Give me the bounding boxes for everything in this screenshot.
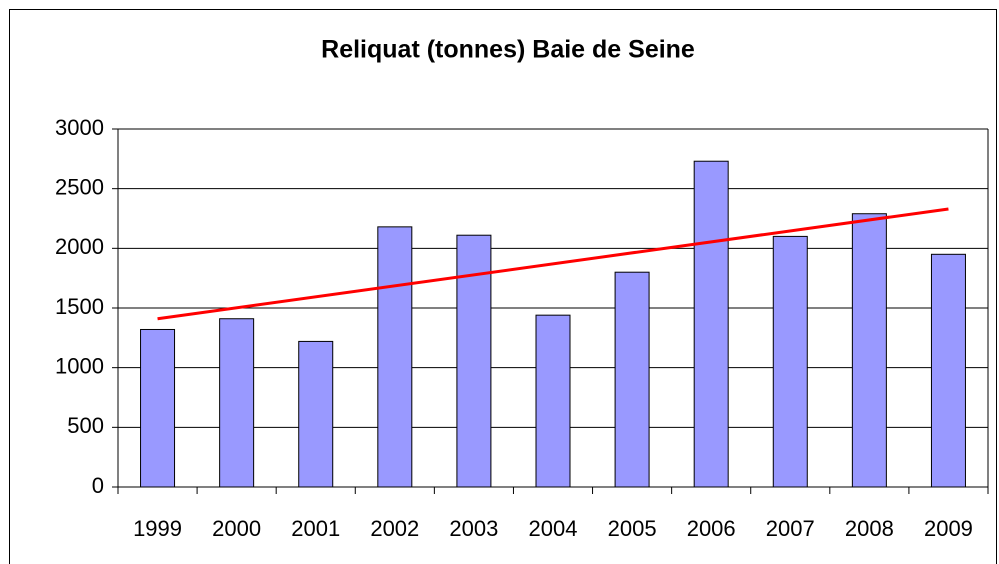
x-tick-label: 2002 — [370, 516, 419, 541]
y-tick-label: 2000 — [55, 234, 104, 259]
x-tick-label: 1999 — [133, 516, 182, 541]
x-tick-label: 2004 — [529, 516, 578, 541]
trend-line — [157, 207, 949, 321]
y-tick-label: 500 — [67, 413, 104, 438]
y-tick-label: 3000 — [55, 115, 104, 140]
bar — [377, 226, 413, 488]
y-tick-label: 2500 — [55, 174, 104, 199]
x-tick-label: 2009 — [924, 516, 973, 541]
x-tick-label: 2006 — [687, 516, 736, 541]
bar — [930, 253, 966, 488]
chart-title: Reliquat (tonnes) Baie de Seine — [321, 36, 695, 64]
x-tick-label: 2001 — [291, 516, 340, 541]
x-tick-label: 2008 — [845, 516, 894, 541]
bar — [298, 340, 334, 488]
bar — [614, 271, 650, 488]
bar — [535, 314, 571, 488]
x-tick-label: 2005 — [608, 516, 657, 541]
bar — [140, 328, 176, 488]
bar — [693, 160, 729, 488]
y-tick-label: 0 — [92, 473, 104, 498]
x-tick-label: 2007 — [766, 516, 815, 541]
y-tick-label: 1500 — [55, 294, 104, 319]
y-tick-label: 1000 — [55, 353, 104, 378]
bar — [851, 213, 887, 488]
bar — [772, 235, 808, 488]
bar — [219, 318, 255, 488]
x-tick-label: 2003 — [449, 516, 498, 541]
x-tick-label: 2000 — [212, 516, 261, 541]
